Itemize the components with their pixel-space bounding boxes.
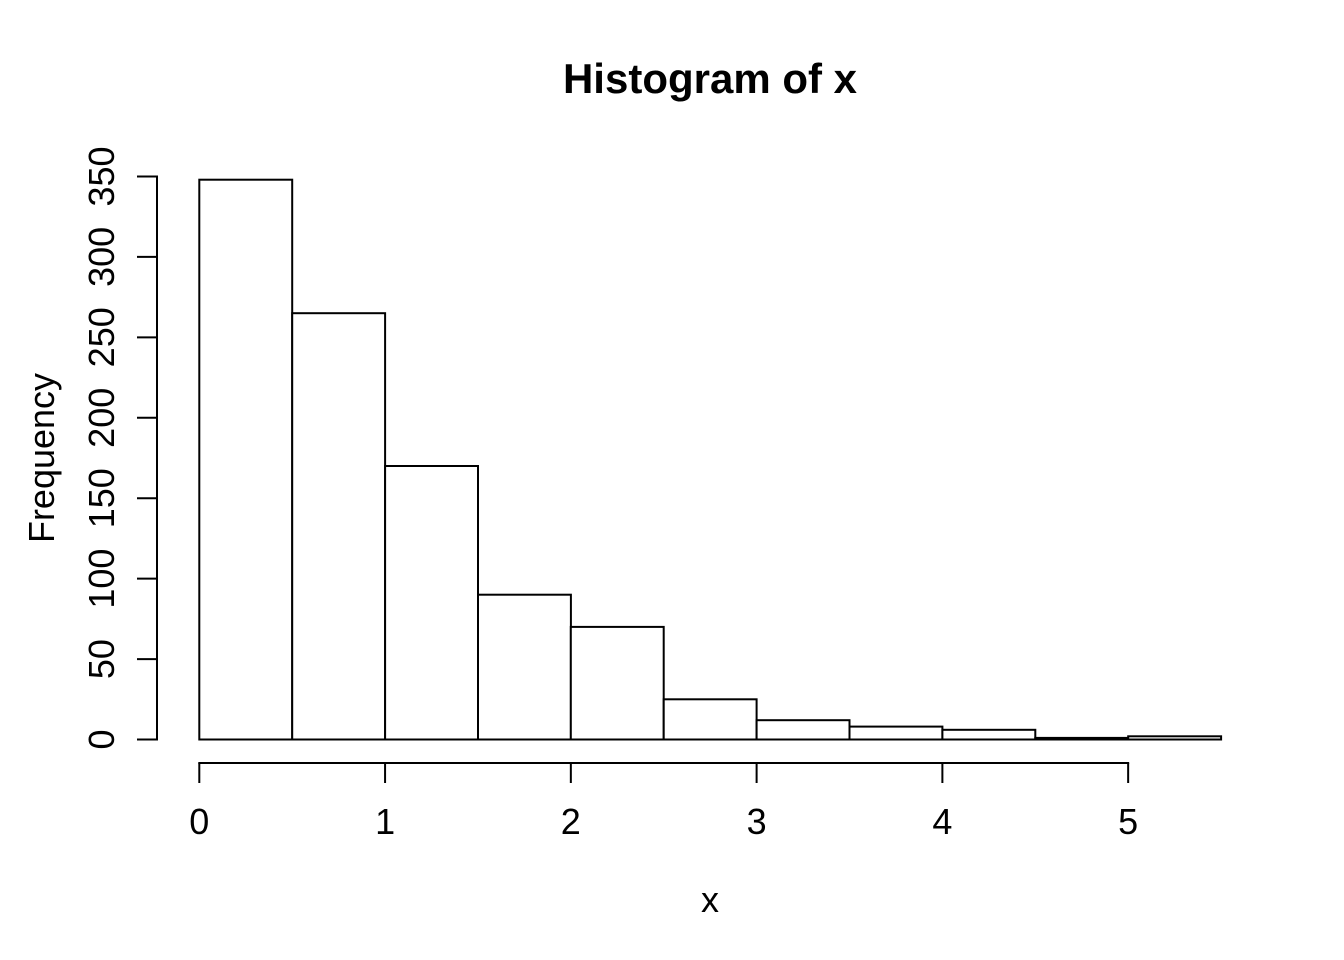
histogram-bar	[1034, 736, 1130, 741]
histogram-bar	[291, 312, 387, 741]
x-tick-label: 5	[1118, 801, 1138, 842]
y-tick-label: 150	[81, 468, 122, 528]
y-tick-label: 300	[81, 227, 122, 287]
y-tick-label: 100	[81, 549, 122, 609]
x-tick-label: 2	[561, 801, 581, 842]
x-tick-label: 4	[932, 801, 952, 842]
x-tick-label: 0	[189, 801, 209, 842]
y-tick-label: 350	[81, 146, 122, 206]
histogram-bar	[941, 728, 1037, 741]
y-tick-label: 0	[81, 729, 122, 749]
histogram-bar	[384, 465, 480, 741]
y-tick-label: 50	[81, 639, 122, 679]
histogram-bar	[477, 593, 572, 741]
chart-title: Histogram of x	[562, 55, 858, 102]
histogram-bar	[848, 725, 944, 741]
y-tick-label: 200	[81, 388, 122, 448]
histogram-bar	[662, 698, 758, 741]
histogram-bar	[569, 625, 665, 741]
x-tick-label: 1	[375, 801, 395, 842]
histogram-bar	[1127, 735, 1223, 741]
x-tick-label: 3	[747, 801, 767, 842]
y-tick-label: 250	[81, 307, 122, 367]
x-axis-title: x	[701, 879, 719, 920]
histogram-bar	[198, 178, 294, 741]
histogram-bar	[755, 719, 851, 741]
